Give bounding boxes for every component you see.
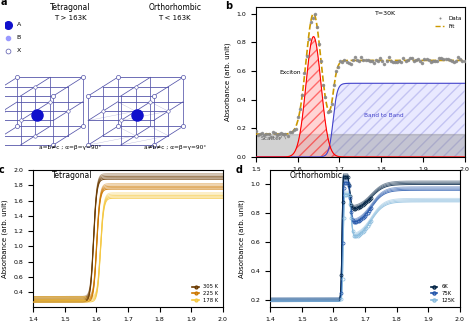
Legend: Data, Fit: Data, Fit [433,14,464,31]
Text: a=b≠c ; α=β=γ=90°: a=b≠c ; α=β=γ=90° [39,146,101,150]
Text: Scatter: Scatter [260,136,282,141]
Text: Orthorhombic: Orthorhombic [289,171,342,180]
Text: T < 163K: T < 163K [158,15,191,21]
Text: X: X [17,48,21,53]
Y-axis label: Absorbance (arb. unit): Absorbance (arb. unit) [238,199,245,278]
Y-axis label: Absorbance (arb. unit): Absorbance (arb. unit) [224,43,231,121]
X-axis label: Energy (eV): Energy (eV) [340,177,381,184]
Text: Band to Band: Band to Band [365,113,404,118]
Legend: 6K, 75K, 125K: 6K, 75K, 125K [429,282,457,305]
Y-axis label: Absorbance (arb. unit): Absorbance (arb. unit) [1,199,8,278]
Text: T > 163K: T > 163K [54,15,86,21]
Text: Orthorhombic: Orthorhombic [148,3,201,12]
Text: c: c [0,164,5,175]
Text: A: A [17,22,21,27]
Text: Tetragonal: Tetragonal [52,171,92,180]
Text: a: a [0,0,7,7]
Text: Tetragonal: Tetragonal [50,3,91,12]
Text: b: b [225,1,232,10]
Text: Exciton: Exciton [279,70,301,75]
Legend: 305 K, 225 K, 178 K: 305 K, 225 K, 178 K [190,282,220,305]
Text: a≠b≠c ; α=β=γ=90°: a≠b≠c ; α=β=γ=90° [144,146,206,150]
Text: B: B [17,35,21,40]
Text: T=30K: T=30K [375,11,396,16]
Text: d: d [236,164,243,175]
